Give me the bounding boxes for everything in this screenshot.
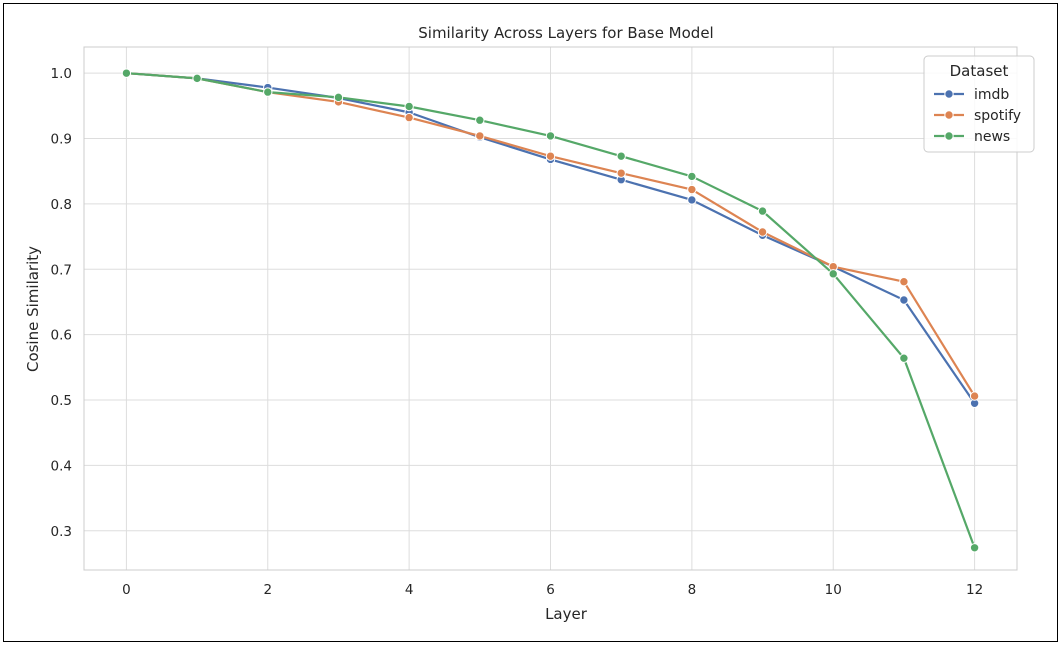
legend-marker xyxy=(944,89,954,99)
x-axis-label: Layer xyxy=(545,605,588,623)
grid xyxy=(84,47,1017,570)
legend-item-news: news xyxy=(934,129,1010,145)
data-point-news xyxy=(828,269,838,279)
y-tick-label: 0.6 xyxy=(51,328,72,344)
data-point-spotify xyxy=(404,112,414,123)
y-tick-label: 0.9 xyxy=(51,132,72,148)
y-tick-label: 0.7 xyxy=(51,262,72,278)
data-point-news xyxy=(333,92,344,103)
data-point-spotify xyxy=(545,151,556,161)
legend-label: spotify xyxy=(974,108,1021,124)
legend-title: Dataset xyxy=(950,62,1009,80)
data-point-news xyxy=(616,151,626,161)
x-axis-ticks: 0 2 4 6 8 10 12 xyxy=(122,582,983,598)
y-tick-label: 0.5 xyxy=(51,393,72,409)
series-layer xyxy=(121,68,980,553)
legend-marker xyxy=(944,131,954,141)
legend-item-imdb: imdb xyxy=(934,87,1009,103)
data-point-news xyxy=(475,115,485,125)
data-point-news xyxy=(192,73,202,84)
data-point-spotify xyxy=(757,227,768,237)
legend-marker xyxy=(944,110,954,120)
data-point-news xyxy=(404,101,414,112)
y-tick-label: 0.3 xyxy=(51,524,72,540)
data-point-spotify xyxy=(899,276,909,287)
x-tick-label: 0 xyxy=(122,582,131,598)
plot-area-border xyxy=(83,46,1018,571)
legend-items: imdb spotify news xyxy=(934,87,1021,145)
data-point-news xyxy=(899,353,909,363)
data-point-spotify xyxy=(687,184,697,195)
figure-frame xyxy=(3,3,1058,642)
data-point-spotify xyxy=(475,131,485,141)
legend-box xyxy=(923,55,1035,153)
x-tick-label: 12 xyxy=(966,582,983,598)
x-tick-label: 2 xyxy=(263,582,272,598)
data-point-news xyxy=(757,206,768,216)
data-point-spotify xyxy=(969,391,980,401)
y-tick-label: 1.0 xyxy=(51,66,72,82)
data-point-imdb xyxy=(899,295,909,305)
y-axis-label: Cosine Similarity xyxy=(24,246,42,372)
x-tick-label: 8 xyxy=(688,582,697,598)
data-point-news xyxy=(687,171,697,182)
x-tick-label: 4 xyxy=(405,582,414,598)
legend-label: news xyxy=(974,129,1010,145)
data-point-news xyxy=(545,131,556,141)
data-point-news xyxy=(263,87,273,97)
data-point-spotify xyxy=(616,168,626,178)
data-point-imdb xyxy=(687,195,697,205)
legend-label: imdb xyxy=(974,87,1009,103)
data-point-news xyxy=(121,68,132,78)
x-tick-label: 10 xyxy=(825,582,842,598)
series-news xyxy=(121,68,980,553)
chart-title: Similarity Across Layers for Base Model xyxy=(418,24,713,42)
y-tick-label: 0.4 xyxy=(51,458,72,474)
data-point-news xyxy=(969,543,980,553)
x-tick-label: 6 xyxy=(546,582,555,598)
y-tick-label: 0.8 xyxy=(51,197,72,213)
y-axis-ticks: 0.3 0.4 0.5 0.6 0.7 0.8 0.9 1.0 xyxy=(51,66,72,540)
legend: Dataset imdb spotify news xyxy=(923,55,1035,153)
legend-item-spotify: spotify xyxy=(934,108,1021,124)
